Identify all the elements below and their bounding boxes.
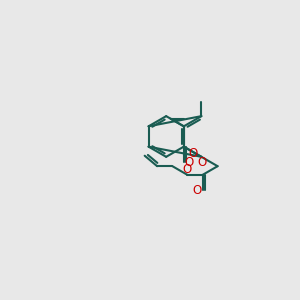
Text: O: O xyxy=(197,156,206,169)
Text: O: O xyxy=(188,146,197,160)
Text: O: O xyxy=(184,156,193,169)
Text: O: O xyxy=(193,184,202,197)
Text: O: O xyxy=(183,163,192,176)
